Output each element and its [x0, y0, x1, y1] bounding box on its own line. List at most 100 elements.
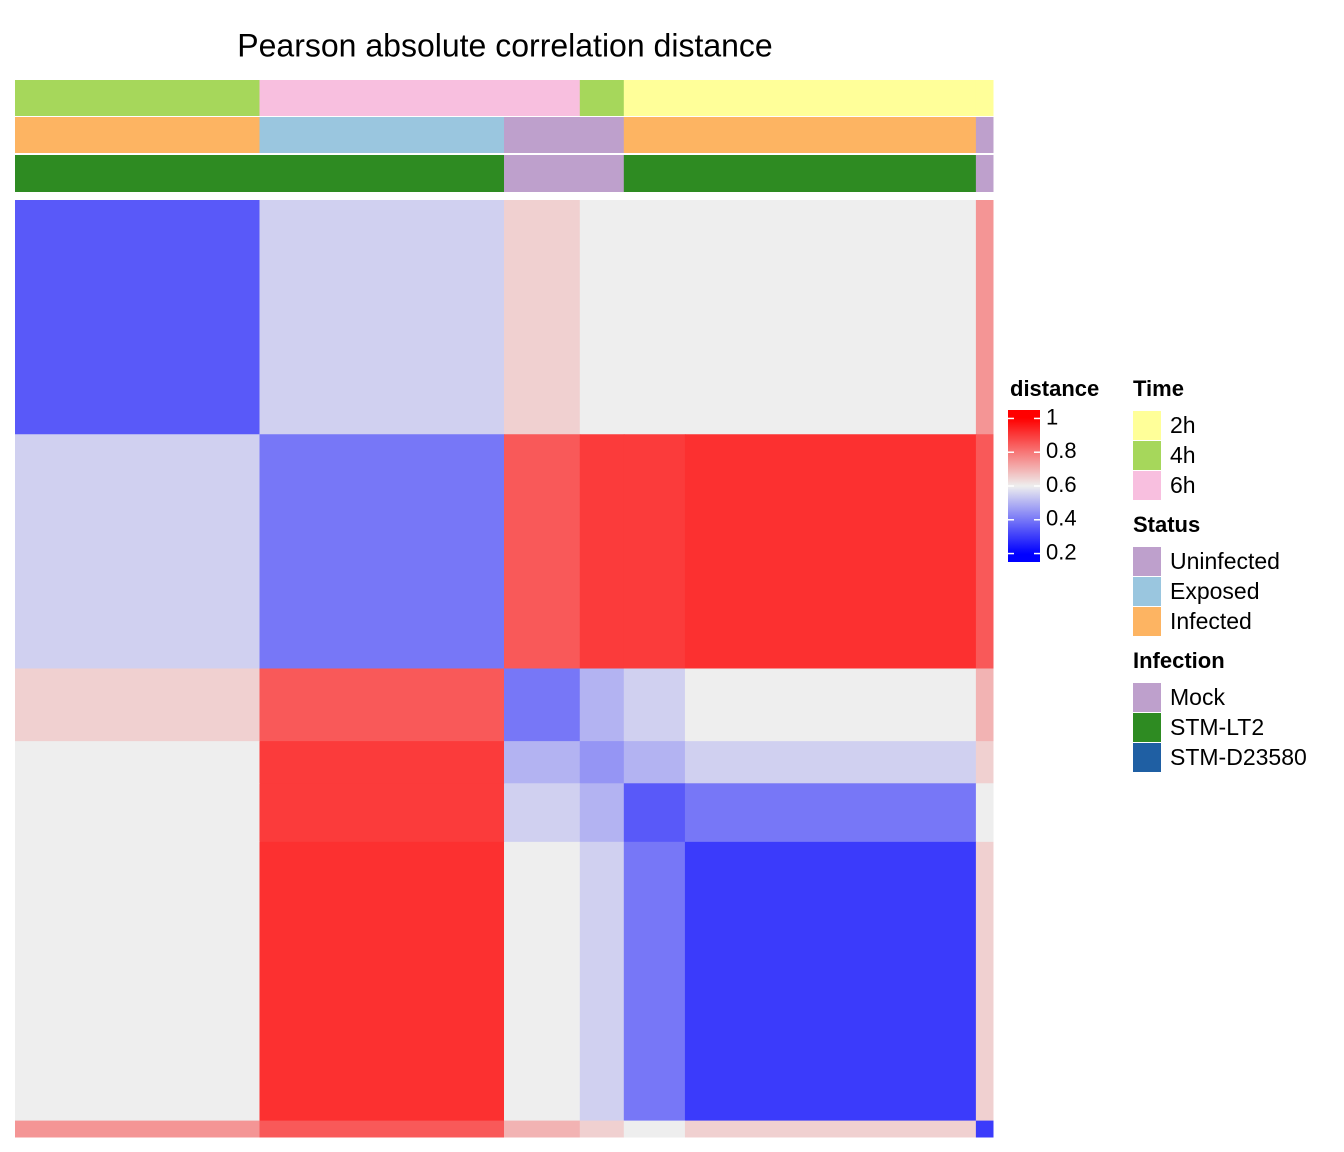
colorbar-title: distance — [1010, 376, 1099, 401]
heatmap-cell — [623, 841, 686, 1122]
annotation-cell — [975, 80, 994, 116]
annotation-cell — [579, 117, 625, 153]
annotation-cell — [579, 155, 625, 192]
annotation-cell — [504, 80, 581, 116]
legend-swatch — [1133, 607, 1161, 636]
colorbar-tick-label: 0.2 — [1046, 539, 1077, 564]
annotation-cell — [504, 155, 581, 192]
annotation-cell — [504, 117, 581, 153]
heatmap-cell — [259, 434, 505, 669]
heatmap-cell — [504, 741, 581, 784]
heatmap-cell — [623, 434, 686, 669]
legend-swatch — [1133, 577, 1161, 606]
heatmap-cell — [259, 841, 505, 1122]
annotation-cell — [259, 155, 505, 192]
heatmap-cell — [259, 200, 505, 435]
annotation-cell — [15, 155, 260, 192]
heatmap-cell — [579, 1120, 625, 1138]
legend-swatch — [1133, 743, 1161, 772]
heatmap-cell — [15, 668, 260, 742]
legend-label: 2h — [1170, 412, 1196, 438]
chart-title: Pearson absolute correlation distance — [237, 27, 772, 63]
heatmap-cell — [623, 1120, 686, 1138]
colorbar-tick-label: 0.6 — [1046, 472, 1077, 497]
annotation-cell — [684, 155, 977, 192]
heatmap-cell — [504, 200, 581, 435]
heatmap-cell — [684, 741, 977, 784]
heatmap-cell — [259, 741, 505, 784]
annotation-cell — [259, 80, 505, 116]
heatmap-cell — [15, 434, 260, 669]
legend-label: 4h — [1170, 442, 1196, 468]
heatmap-cell — [975, 841, 994, 1122]
heatmap-cell — [504, 783, 581, 843]
legend-label: STM-LT2 — [1170, 714, 1264, 740]
heatmap-cell — [15, 841, 260, 1122]
legend-title: Status — [1133, 512, 1200, 537]
heatmap-cell — [259, 783, 505, 843]
annotation-cell — [684, 117, 977, 153]
legend-label: Mock — [1170, 684, 1225, 710]
heatmap-cell — [579, 741, 625, 784]
heatmap-cell — [623, 741, 686, 784]
legend-label: Infected — [1170, 608, 1252, 634]
heatmap-cell — [684, 841, 977, 1122]
heatmap-cell — [623, 783, 686, 843]
heatmap-cell — [579, 668, 625, 742]
annotation-cell — [579, 80, 625, 116]
legend-swatch — [1133, 411, 1161, 440]
legend-label: 6h — [1170, 472, 1196, 498]
annotation-cell — [975, 155, 994, 192]
heatmap-cell — [15, 741, 260, 784]
heatmap-cell — [684, 200, 977, 435]
legend-swatch — [1133, 713, 1161, 742]
heatmap-cell — [975, 1120, 994, 1138]
legend-label: STM-D23580 — [1170, 744, 1307, 770]
heatmap-cell — [579, 200, 625, 435]
legend-swatch — [1133, 547, 1161, 576]
colorbar-tick-label: 0.8 — [1046, 438, 1077, 463]
heatmap-cell — [504, 841, 581, 1122]
legend-swatch — [1133, 441, 1161, 470]
heatmap-cell — [684, 434, 977, 669]
legend-label: Uninfected — [1170, 548, 1280, 574]
heatmap-cell — [579, 783, 625, 843]
heatmap-cell — [15, 783, 260, 843]
colorbar-tick-label: 1 — [1046, 404, 1058, 429]
heatmap-cell — [975, 668, 994, 742]
annotation-cell — [623, 155, 686, 192]
annotation-cell — [259, 117, 505, 153]
annotation-cell — [975, 117, 994, 153]
heatmap-cell — [975, 741, 994, 784]
heatmap-cell — [623, 668, 686, 742]
heatmap-cell — [975, 434, 994, 669]
heatmap-cell — [259, 668, 505, 742]
annotation-cell — [15, 117, 260, 153]
annotation-cell — [623, 80, 686, 116]
heatmap-cell — [684, 668, 977, 742]
legend-swatch — [1133, 683, 1161, 712]
heatmap-cell — [975, 783, 994, 843]
heatmap-cell — [684, 783, 977, 843]
heatmap-cell — [15, 1120, 260, 1138]
heatmap-cell — [504, 1120, 581, 1138]
heatmap-cell — [684, 1120, 977, 1138]
heatmap-cell — [504, 668, 581, 742]
colorbar-tick-label: 0.4 — [1046, 506, 1077, 531]
annotation-cell — [15, 80, 260, 116]
annotation-cell — [684, 80, 977, 116]
heatmap-cell — [15, 200, 260, 435]
heatmap-cell — [579, 434, 625, 669]
heatmap-cell — [259, 1120, 505, 1138]
legend-title: Infection — [1133, 648, 1225, 673]
annotation-cell — [623, 117, 686, 153]
legend-swatch — [1133, 471, 1161, 500]
heatmap-cell — [975, 200, 994, 435]
heatmap-cell — [504, 434, 581, 669]
heatmap-cell — [623, 200, 686, 435]
legend-label: Exposed — [1170, 578, 1260, 604]
heatmap-cell — [579, 841, 625, 1122]
legend-title: Time — [1133, 376, 1184, 401]
